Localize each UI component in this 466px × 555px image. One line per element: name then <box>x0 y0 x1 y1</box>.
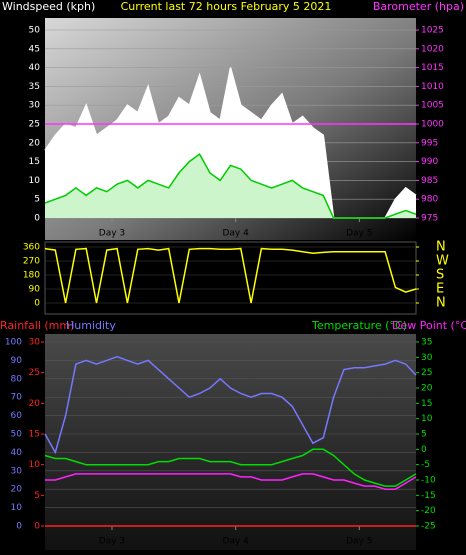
area <box>45 154 416 218</box>
y2-tick-label: -25 <box>421 522 436 532</box>
y3-tick-label: 30 <box>29 338 41 348</box>
y2-tick-label: -20 <box>421 506 436 516</box>
y-tick-label: 40 <box>11 448 23 458</box>
y-tick-label: 70 <box>11 393 23 403</box>
series-line <box>45 473 417 490</box>
y-tick-label: 30 <box>29 101 41 111</box>
axis-label: Windspeed (kph) <box>2 0 95 13</box>
y3-tick-label: 15 <box>29 430 40 440</box>
x-tick-label: Day 3 <box>99 537 125 547</box>
series-line <box>44 152 417 219</box>
y-tick-label: 20 <box>11 485 23 495</box>
y-tick-label: 50 <box>29 26 41 36</box>
y-tick-label: 10 <box>29 176 41 186</box>
panel-background <box>45 334 416 550</box>
series-line <box>44 448 417 487</box>
legend-entry: Rainfall (mm) <box>0 319 74 332</box>
y3-tick-label: 25 <box>29 368 40 378</box>
y-tick-label: 20 <box>29 138 41 148</box>
legend-entry: Temperature (°C) <box>311 319 407 332</box>
y-tick-label: 180 <box>23 271 40 281</box>
y2-tick-label: 35 <box>421 338 432 348</box>
y2-tick-label: 990 <box>421 157 438 167</box>
y3-tick-label: 10 <box>29 460 41 470</box>
y2-tick-label: -5 <box>421 460 430 470</box>
series-line <box>44 355 417 455</box>
y-tick-label: 360 <box>23 243 40 253</box>
y2-tick-label: 975 <box>421 214 438 224</box>
y2-tick-label: E <box>436 282 444 297</box>
y2-tick-label: S <box>436 268 444 283</box>
y2-tick-label: 985 <box>421 176 438 186</box>
y2-tick-label: W <box>436 254 449 269</box>
y-tick-label: 90 <box>11 356 23 366</box>
x-tick-label: Day 5 <box>346 229 372 239</box>
y2-tick-label: 5 <box>421 430 427 440</box>
y-tick-label: 25 <box>29 120 40 130</box>
y2-tick-label: 30 <box>421 353 433 363</box>
y-tick-label: 50 <box>11 430 23 440</box>
y-tick-label: 0 <box>34 299 40 309</box>
legend-entry: Barometer (hpa) <box>373 0 464 13</box>
y2-tick-label: 20 <box>421 384 433 394</box>
y2-tick-label: 1000 <box>421 120 444 130</box>
y-tick-label: 0 <box>16 522 22 532</box>
y3-tick-label: 0 <box>34 522 40 532</box>
y-tick-label: 5 <box>34 195 40 205</box>
y-tick-label: 10 <box>11 503 23 513</box>
y3-tick-label: 20 <box>29 399 41 409</box>
y2-tick-label: 1015 <box>421 63 444 73</box>
y-tick-label: 270 <box>23 257 40 267</box>
y2-tick-label: 1025 <box>421 26 444 36</box>
y-tick-label: 30 <box>11 466 23 476</box>
y-tick-label: 35 <box>29 82 40 92</box>
y-tick-label: 80 <box>11 374 23 384</box>
y2-tick-label: 1020 <box>421 44 444 54</box>
y2-tick-label: 1005 <box>421 101 444 111</box>
y2-tick-label: 980 <box>421 195 438 205</box>
y-tick-label: 0 <box>34 214 40 224</box>
chart-title: Current last 72 hours February 5 2021 <box>121 0 332 13</box>
x-tick-label: Day 5 <box>346 537 372 547</box>
y2-tick-label: -10 <box>421 476 436 486</box>
y2-tick-label: 10 <box>421 414 433 424</box>
y2-tick-label: 25 <box>421 368 432 378</box>
y-tick-label: 60 <box>11 411 23 421</box>
y2-tick-label: N <box>436 296 446 311</box>
y2-tick-label: 15 <box>421 399 432 409</box>
x-tick-label: Day 4 <box>222 537 249 547</box>
x-tick-label: Day 3 <box>99 229 125 239</box>
y-tick-label: 100 <box>5 338 22 348</box>
y-tick-label: 40 <box>29 63 41 73</box>
legend-entry: Humidity <box>66 319 116 332</box>
panel-background <box>44 241 417 315</box>
y2-tick-label: -15 <box>421 491 436 501</box>
y-tick-label: 15 <box>29 157 40 167</box>
x-tick-label: Day 4 <box>222 229 249 239</box>
y3-tick-label: 5 <box>34 491 40 501</box>
series-line <box>44 247 417 304</box>
y-tick-label: 45 <box>29 44 40 54</box>
area <box>45 67 416 218</box>
y2-tick-label: 995 <box>421 138 438 148</box>
y2-tick-label: 1010 <box>421 82 444 92</box>
y2-tick-label: 0 <box>421 445 427 455</box>
y-tick-label: 90 <box>29 285 41 295</box>
y2-tick-label: N <box>436 240 446 255</box>
legend-entry: Dew Point (°C) <box>392 319 466 332</box>
